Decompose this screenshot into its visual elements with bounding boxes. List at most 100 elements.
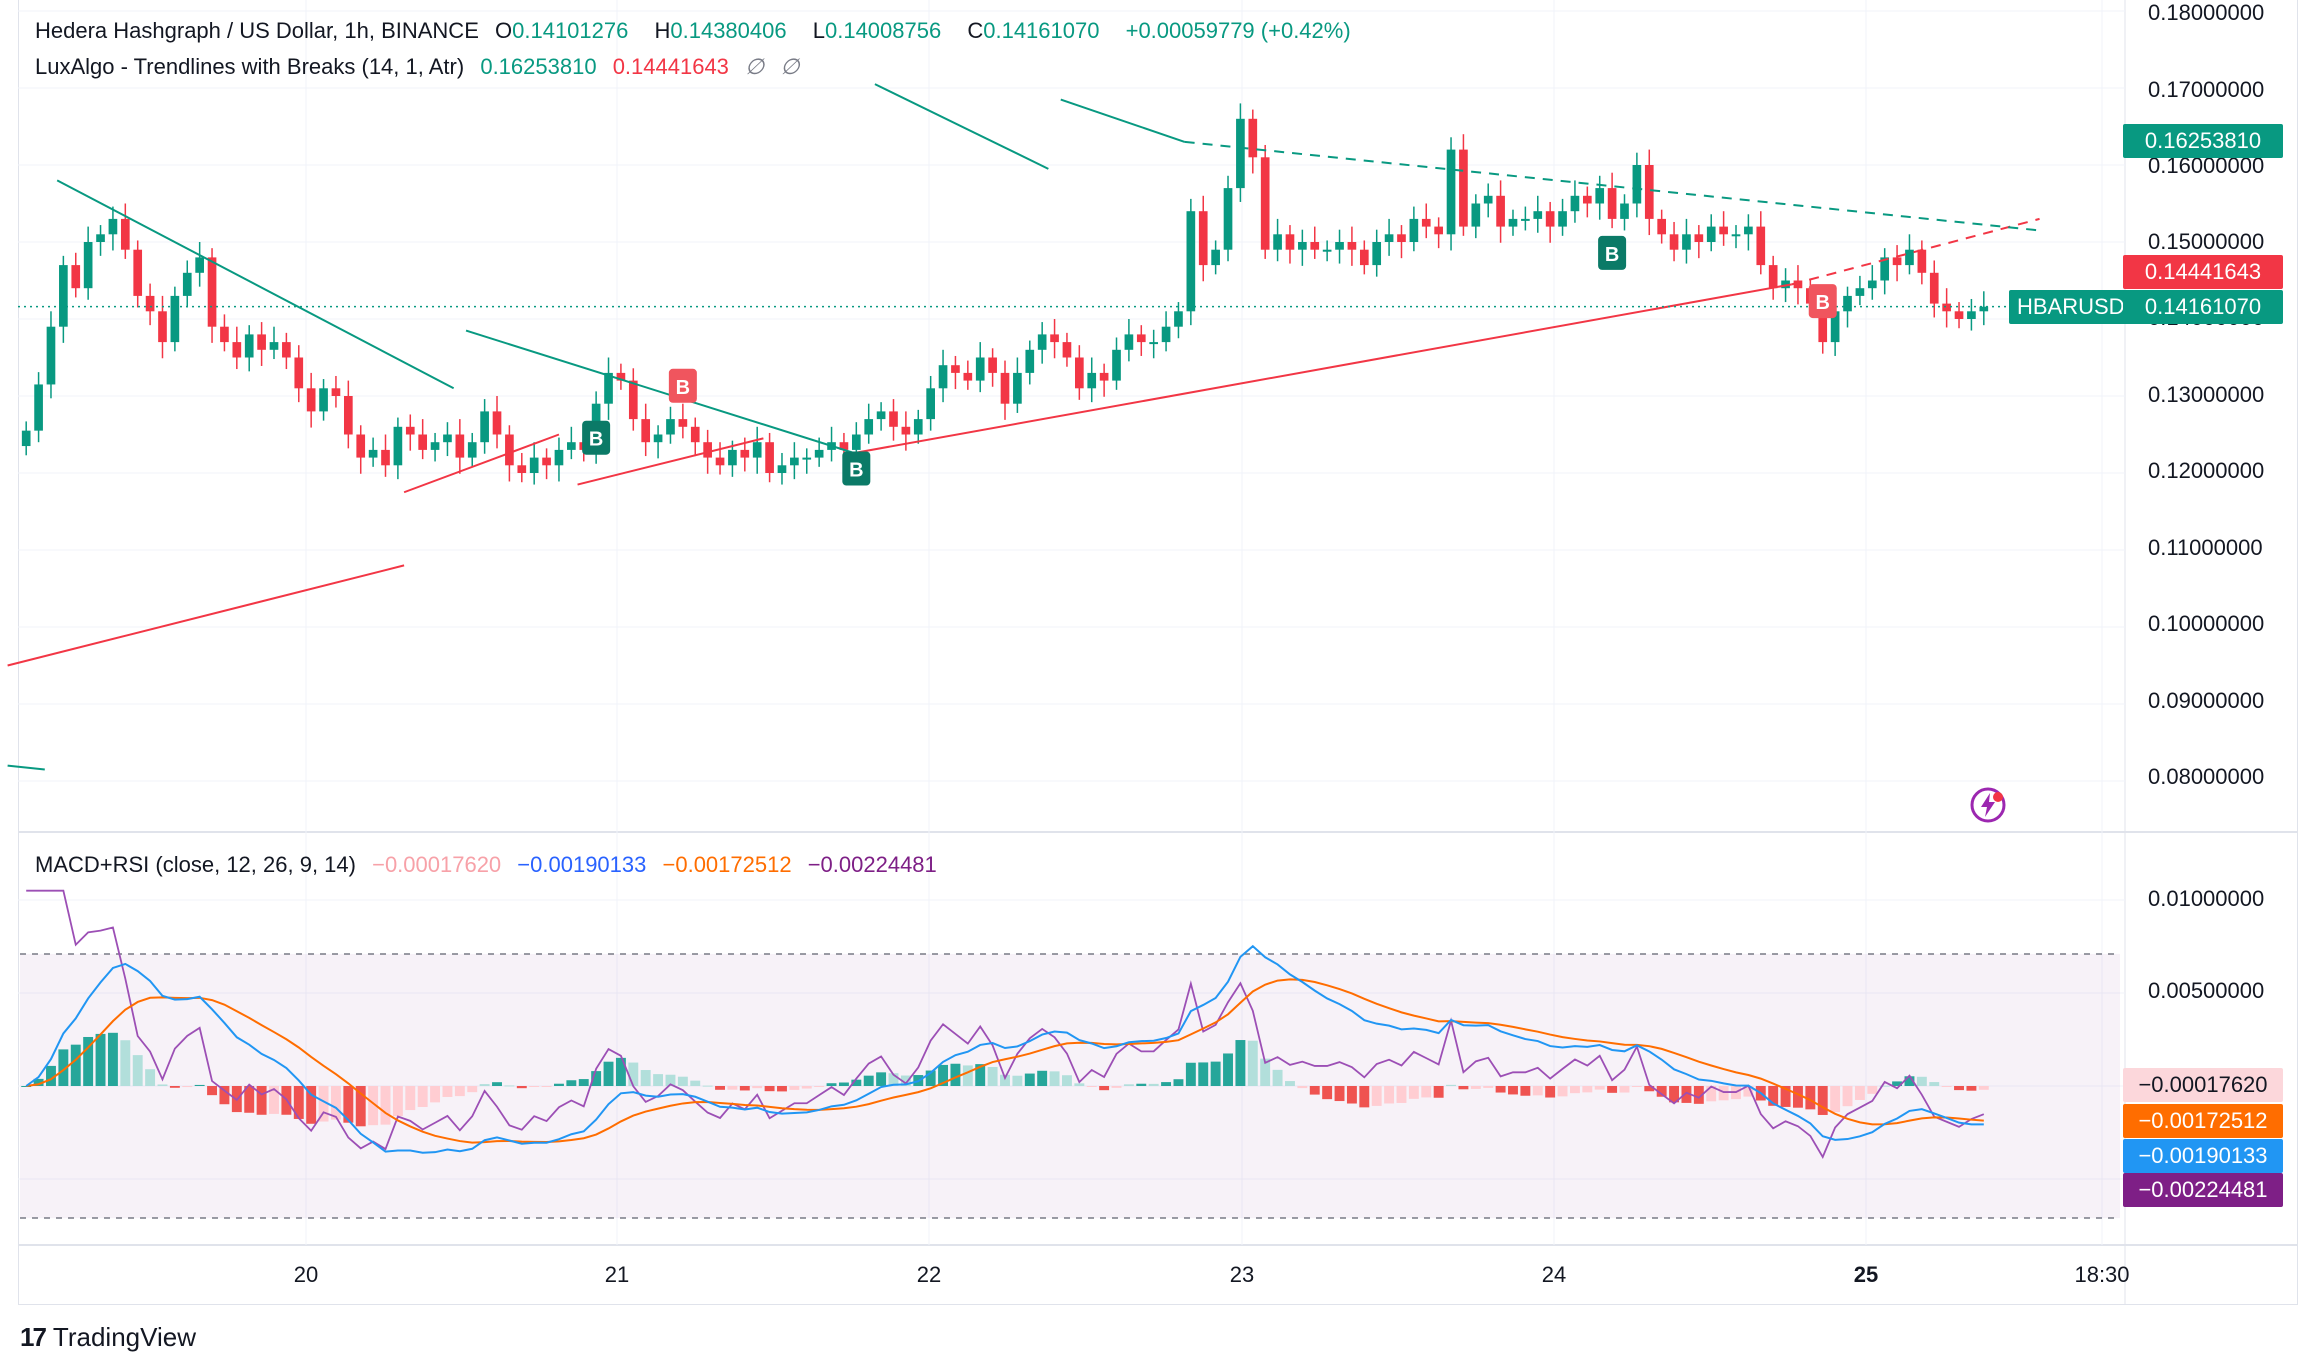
candle-body [1372, 242, 1382, 266]
candle-body [21, 430, 31, 447]
signal-marker-label: B [1816, 292, 1830, 314]
macd-histogram-bar [727, 1086, 738, 1090]
signal-marker-box [1598, 235, 1627, 270]
candle-body [319, 388, 328, 412]
macd-histogram-bar [1346, 1086, 1357, 1104]
macd-histogram-bar [1408, 1086, 1419, 1099]
macd-histogram-bar [1532, 1086, 1543, 1096]
candle-body [653, 434, 663, 443]
signal-marker-box [582, 420, 611, 455]
lightning-icon[interactable] [1968, 785, 2008, 825]
macd-histogram-bar [417, 1086, 428, 1107]
tradingview-logo-mark: 17 [20, 1322, 47, 1352]
candle-body [1818, 303, 1828, 343]
candle-body [1000, 372, 1010, 404]
macd-histogram-bar [1793, 1086, 1803, 1108]
macd-histogram-bar [1904, 1076, 1915, 1086]
candle-body [690, 426, 700, 443]
candle-body [604, 372, 613, 404]
price-axis-label: 0.11000000 [2148, 535, 2263, 560]
indicator-name[interactable]: LuxAlgo - Trendlines with Breaks (14, 1,… [35, 54, 465, 79]
candle-body [666, 419, 675, 435]
lower-trendline [849, 283, 1792, 455]
candle-body [678, 419, 688, 427]
macd-histogram-bar [1458, 1086, 1469, 1090]
macd-histogram-bar [182, 1086, 193, 1088]
macd-histogram-bar [244, 1086, 255, 1113]
macd-histogram-bar [591, 1071, 602, 1086]
macd-histogram-bar [1334, 1086, 1345, 1102]
candle-body [1087, 372, 1097, 389]
candle-body [1582, 195, 1592, 204]
buy-signal-marker[interactable]: B [842, 451, 871, 486]
macd-histogram-bar [504, 1085, 515, 1087]
macd-histogram-bar [1396, 1086, 1407, 1103]
price-axis-label: 0.09000000 [2148, 688, 2265, 713]
macd-histogram-bar [1074, 1083, 1085, 1086]
candle-body [306, 388, 316, 412]
macd-histogram-bar [938, 1064, 949, 1086]
macd-histogram-bar [863, 1075, 874, 1086]
lower-trendline-extension [1791, 217, 2040, 286]
candle-body [1186, 211, 1196, 312]
candle-body [1335, 242, 1344, 250]
macd-name[interactable]: MACD+RSI (close, 12, 26, 9, 14) [35, 852, 356, 877]
macd-rsi-tag: −0.00224481 [2123, 1173, 2283, 1207]
macd-histogram-bar [145, 1069, 156, 1086]
macd-histogram-bar [1693, 1086, 1704, 1104]
candle-body [1347, 242, 1357, 250]
buy-signal-marker[interactable]: B [582, 420, 611, 455]
candle-body [34, 384, 43, 431]
macd-histogram-bar [33, 1078, 44, 1086]
macd-histogram-bar [194, 1084, 205, 1086]
macd-histogram-bar [405, 1086, 416, 1111]
macd-histogram-bar [578, 1079, 589, 1086]
macd-histogram-bar [1173, 1079, 1184, 1086]
close-value: C0.14161070 [967, 18, 1100, 43]
macd-histogram-bar [950, 1063, 961, 1086]
candle-body [133, 249, 143, 296]
signal-marker-label: B [676, 377, 690, 399]
macd-histogram-bar [1470, 1086, 1481, 1089]
macd-histogram-bar [529, 1086, 540, 1087]
main-legend: Hedera Hashgraph / US Dollar, 1h, BINANC… [35, 18, 1361, 44]
candle-body [1632, 165, 1642, 204]
macd-histogram-bar [1235, 1040, 1246, 1086]
symbol-title[interactable]: Hedera Hashgraph / US Dollar, 1h, BINANC… [35, 18, 479, 43]
macd-histogram-bar [1322, 1086, 1333, 1100]
candle-body [839, 442, 849, 450]
lower-trendline [7, 564, 405, 667]
price-axis-label: 0.13000000 [2148, 382, 2265, 407]
candle-body [244, 334, 254, 358]
macd-histogram-bar [1867, 1086, 1878, 1094]
macd-histogram-bar [1359, 1086, 1370, 1108]
candle-body [83, 242, 93, 289]
macd-histogram-bar [690, 1080, 701, 1086]
macd-histogram-bar [1582, 1086, 1593, 1093]
sell-signal-marker[interactable]: B [1808, 284, 1837, 319]
candle-body [1050, 334, 1059, 343]
candle-body [1248, 118, 1258, 158]
high-value: H0.14380406 [654, 18, 787, 43]
candle-body [1298, 242, 1307, 250]
candle-body [1198, 211, 1208, 266]
candle-body [1607, 188, 1617, 219]
macd-histogram-bar [1879, 1085, 1890, 1087]
candle-body [1459, 149, 1468, 227]
sell-signal-marker[interactable]: B [668, 368, 697, 403]
indicator-na-2: ∅ [780, 54, 800, 79]
macd-histogram-bar [1099, 1086, 1110, 1091]
date-label: 23 [1229, 1262, 1255, 1287]
price-axis-label: 0.17000000 [2148, 77, 2265, 102]
tradingview-logo[interactable]: 17 TradingView [20, 1322, 196, 1353]
macd-histogram-bar [343, 1086, 354, 1123]
buy-signal-marker[interactable]: B [1598, 235, 1627, 270]
candle-body [331, 388, 341, 396]
macd-histogram-bar [801, 1086, 812, 1089]
date-label: 22 [916, 1262, 942, 1287]
candle-body [1533, 211, 1543, 219]
candle-body [1037, 334, 1047, 350]
candle-body [492, 411, 502, 435]
candle-body [728, 449, 737, 466]
